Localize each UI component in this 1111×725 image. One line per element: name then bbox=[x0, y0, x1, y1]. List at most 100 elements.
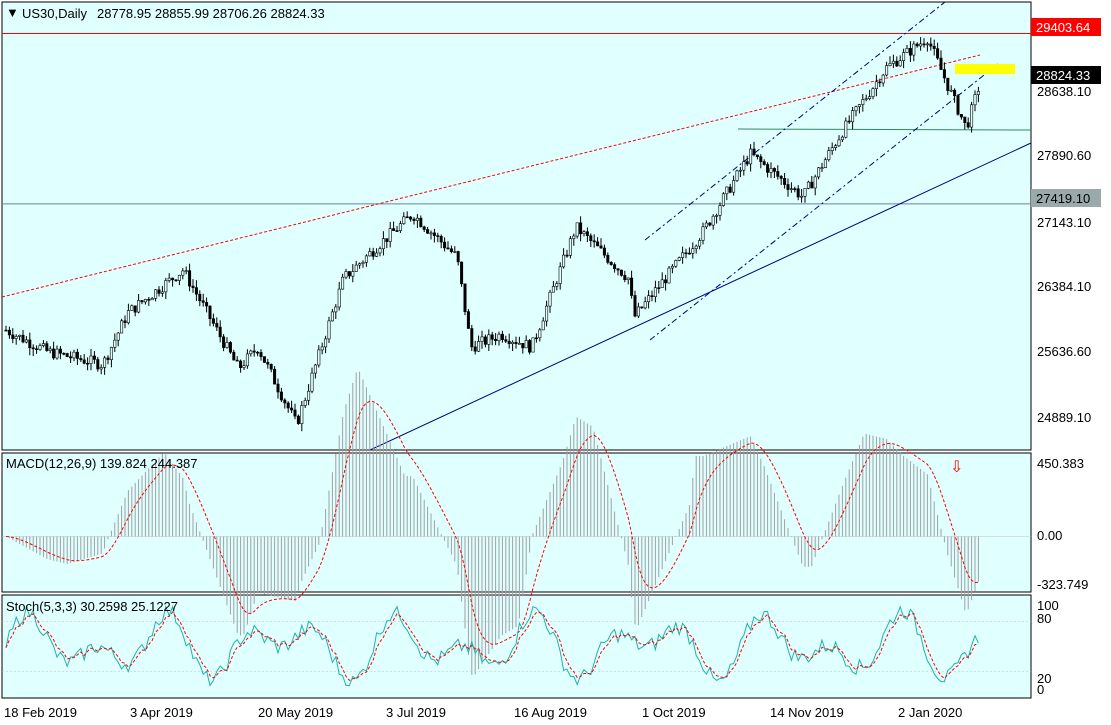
candle-body bbox=[881, 74, 885, 84]
candle-body bbox=[772, 168, 776, 172]
candle-body bbox=[905, 47, 909, 53]
candle-body bbox=[783, 178, 787, 185]
candle-body bbox=[62, 352, 66, 355]
candle-body bbox=[45, 343, 49, 351]
candle-body bbox=[528, 340, 532, 353]
candle-body bbox=[976, 91, 980, 95]
candle-body bbox=[405, 216, 409, 219]
candle-body bbox=[487, 334, 491, 345]
candle-body bbox=[443, 241, 447, 249]
candle-body bbox=[514, 341, 518, 345]
candle-body bbox=[96, 359, 100, 370]
horizontal-level-line bbox=[737, 128, 1032, 131]
candle-body bbox=[385, 238, 389, 242]
candle-body bbox=[364, 255, 368, 263]
candle-body bbox=[698, 240, 702, 247]
candle-body bbox=[667, 267, 671, 284]
candle-body bbox=[463, 283, 467, 312]
candle-body bbox=[269, 363, 273, 370]
candle-body bbox=[439, 236, 443, 243]
candle-body bbox=[738, 169, 742, 172]
candle-body bbox=[633, 295, 637, 317]
candle-body bbox=[602, 247, 606, 256]
candle-body bbox=[252, 350, 256, 353]
candle-body bbox=[18, 334, 22, 337]
price-tick: 28638.10 bbox=[1037, 84, 1091, 99]
candle-body bbox=[477, 341, 481, 352]
chart-ohlc: 28778.95 28855.99 28706.26 28824.33 bbox=[97, 6, 325, 21]
candle-body bbox=[109, 347, 113, 360]
candle-body bbox=[92, 355, 96, 360]
candle-body bbox=[647, 295, 651, 303]
candle-body bbox=[449, 248, 453, 253]
candle-body bbox=[208, 305, 212, 319]
macd-signal-line bbox=[5, 400, 979, 645]
candle-body bbox=[919, 43, 923, 47]
candle-body bbox=[470, 328, 474, 348]
candle-body bbox=[235, 359, 239, 362]
candle-body bbox=[932, 45, 936, 49]
candle-body bbox=[137, 300, 141, 313]
candle-body bbox=[677, 257, 681, 261]
candle-body bbox=[538, 329, 542, 339]
candle-body bbox=[28, 339, 32, 349]
candle-body bbox=[704, 222, 708, 228]
candle-body bbox=[402, 216, 406, 225]
current-price-bg bbox=[1031, 66, 1101, 84]
candle-body bbox=[534, 337, 538, 340]
price-tick: 27143.10 bbox=[1037, 215, 1091, 230]
macd-label: MACD(12,26,9) 139.824 244.387 bbox=[6, 456, 198, 471]
candle-body bbox=[334, 306, 338, 313]
candle-body bbox=[820, 167, 824, 169]
candle-body bbox=[769, 168, 773, 173]
candle-body bbox=[371, 251, 375, 257]
candle-body bbox=[572, 235, 576, 240]
dropdown-arrow-icon[interactable]: ▼ bbox=[6, 5, 19, 20]
candle-body bbox=[963, 116, 967, 123]
candle-body bbox=[497, 333, 501, 342]
candle-body bbox=[701, 226, 705, 241]
candle-body bbox=[742, 161, 746, 171]
candle-body bbox=[460, 261, 464, 285]
candle-body bbox=[953, 89, 957, 97]
candle-body bbox=[188, 270, 192, 287]
candle-body bbox=[664, 279, 668, 284]
candle-body bbox=[245, 353, 249, 367]
candle-body bbox=[130, 305, 134, 311]
candle-body bbox=[599, 245, 603, 249]
candle-body bbox=[596, 241, 600, 247]
candle-body bbox=[330, 311, 334, 322]
candle-body bbox=[640, 306, 644, 309]
candle-body bbox=[806, 181, 810, 189]
candle-body bbox=[684, 252, 688, 255]
candle-body bbox=[840, 136, 844, 141]
candle-body bbox=[456, 251, 460, 263]
candle-body bbox=[358, 263, 362, 266]
candle-body bbox=[283, 399, 287, 404]
candle-body bbox=[160, 291, 164, 294]
candle-body bbox=[398, 223, 402, 231]
price-tick: 24889.10 bbox=[1037, 410, 1091, 425]
candle-body bbox=[123, 320, 127, 323]
candle-body bbox=[286, 402, 290, 409]
candle-body bbox=[626, 277, 630, 281]
candle-body bbox=[908, 47, 912, 56]
candle-body bbox=[793, 188, 797, 190]
candle-body bbox=[813, 176, 817, 189]
candle-body bbox=[728, 186, 732, 193]
candle-body bbox=[194, 287, 198, 295]
candle-body bbox=[103, 357, 107, 368]
date-tick: 18 Feb 2019 bbox=[4, 705, 77, 720]
candle-body bbox=[565, 254, 569, 257]
candle-body bbox=[851, 110, 855, 123]
candle-body bbox=[347, 271, 351, 277]
candle-body bbox=[643, 301, 647, 309]
candle-body bbox=[718, 205, 722, 216]
candle-body bbox=[327, 320, 331, 340]
candle-body bbox=[568, 238, 572, 256]
candle-body bbox=[351, 271, 355, 277]
lower-trend-line bbox=[369, 142, 1032, 451]
candle-body bbox=[949, 89, 953, 92]
candle-body bbox=[721, 193, 725, 206]
candle-body bbox=[755, 154, 759, 157]
